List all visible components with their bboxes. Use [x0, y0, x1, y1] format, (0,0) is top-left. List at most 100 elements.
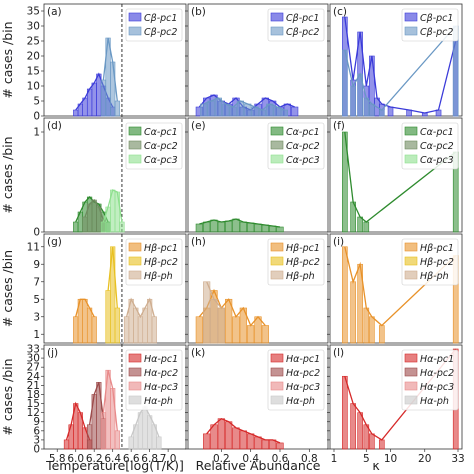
kde-line-Cb_c1: [344, 16, 457, 114]
y-tick-label: 18: [27, 389, 40, 401]
bar-Hb_c1-3: [363, 307, 370, 344]
kde-line-Hb_h: [125, 297, 155, 319]
y-axis-label: # cases /bin: [0, 250, 15, 327]
panel-label: (b): [191, 6, 206, 18]
legend-entry-Ca_c1: Cα-pc1: [286, 127, 320, 138]
kde-line-Hb_c1: [344, 246, 457, 327]
legend-swatch-Ha_c1: [404, 353, 418, 363]
legend-entry-Ca_c3: Cα-pc3: [420, 155, 454, 166]
legend-entry-Hb_h: Hβ-ph: [420, 271, 449, 282]
x-tick-label: 6.8: [141, 453, 158, 465]
bar-Cb_c2-0: [100, 79, 107, 117]
kde-line-Ca_c1: [199, 218, 281, 228]
bar-Hb_h-2: [133, 307, 139, 344]
y-tick-label: 24: [27, 371, 41, 383]
bar-Ha_c2-0: [86, 424, 93, 450]
bar-Hb_c1-5: [378, 325, 385, 344]
y-tick-label: 0: [33, 444, 40, 456]
legend-entry-Ca_c3: Cα-pc3: [286, 155, 320, 166]
bar-Cb_c2-3: [114, 100, 120, 117]
x-tick-label: 6.0: [67, 453, 84, 465]
panel-label: (f): [333, 120, 345, 132]
legend-swatch-Ha_c2: [128, 367, 142, 377]
legend-swatch-Hb_c2: [128, 256, 142, 266]
y-axis-label: # cases /bin: [0, 358, 15, 435]
y-tick-label: 3: [33, 434, 40, 446]
legend-entry-Hb_c2: Hβ-pc2: [420, 257, 454, 268]
x-tick-label: 0.2: [213, 453, 230, 465]
bar-Ca_c1-8: [254, 223, 262, 233]
y-tick-label: 1: [33, 329, 40, 341]
legend-swatch-Ca_c3: [128, 154, 142, 164]
y-tick-label: 7: [33, 276, 40, 288]
legend-swatch-Ca_c1: [404, 126, 418, 136]
bar-Ca_c1-9: [261, 224, 269, 233]
bar-Cb_c1-5: [96, 73, 102, 117]
bar-Cb_c2-8: [258, 109, 267, 117]
legend-entry-Ha_c3: Hα-pc3: [286, 382, 320, 393]
bar-Ca_c3-3: [114, 191, 120, 233]
y-tick-label: 25: [27, 36, 40, 48]
y-tick-label: 10: [27, 81, 40, 93]
x-tick-label: 5.8: [49, 453, 66, 465]
bar-Cb_c2-4: [229, 106, 237, 117]
legend-swatch-Ha_c2: [270, 367, 284, 377]
y-tick-label: 5: [33, 294, 40, 306]
panel-label: (a): [47, 6, 62, 18]
bar-Hb_c1-2: [82, 298, 88, 344]
y-tick-label: 3: [33, 311, 40, 323]
panel-label: (l): [333, 347, 344, 359]
x-tick-label: 33: [451, 453, 464, 465]
kde-line-Ha_c1: [65, 401, 91, 441]
legend-swatch-Ha_h: [404, 395, 418, 405]
kde-line-Hb_c2: [107, 246, 118, 309]
bar-Ha_c1-3: [225, 421, 233, 450]
bar-Ca_c1-4: [225, 220, 233, 233]
bar-Ha_c1-6: [247, 433, 255, 450]
kde-line-Ha_c3: [102, 370, 118, 431]
panel-label: (c): [333, 6, 347, 18]
bar-Cb_c2-1: [207, 100, 215, 117]
bar-Ha_c1-0: [203, 433, 211, 450]
bar-Cb_c2-0: [200, 103, 208, 117]
y-tick-label: 30: [27, 353, 40, 365]
legend-entry-Hb_h: Hβ-ph: [144, 271, 173, 282]
legend-swatch-Ha_c1: [128, 353, 142, 363]
legend-entry-Ca_c3: Cα-pc3: [144, 155, 178, 166]
bar-Ca_c1-3: [217, 221, 225, 233]
y-tick-label: 9: [33, 259, 40, 271]
bar-Hb_h-2: [217, 307, 225, 344]
bar-Ha_c1-8: [261, 439, 269, 450]
legend-entry-Ha_c3: Hα-pc3: [144, 382, 178, 393]
panel-frame-i: [329, 233, 463, 344]
legend-swatch-Ha_c3: [270, 381, 284, 391]
legend-entry-Ha_c2: Hα-pc2: [286, 368, 320, 379]
bar-Hb_h-0: [203, 281, 211, 344]
bar-Hb_c2-2: [114, 307, 120, 344]
bar-Ha_h-0: [128, 436, 134, 450]
kde-line-Cb_c2: [203, 97, 285, 111]
legend-entry-Ca_c1: Cα-pc1: [144, 127, 178, 138]
bar-Ha_c1-5: [378, 439, 385, 450]
x-tick-label: 0.6: [272, 453, 289, 465]
x-tick-label: 6.2: [86, 453, 103, 465]
bar-Hb_c1-3: [86, 307, 93, 344]
legend-swatch-Cb_c1: [404, 12, 418, 22]
panel-label: (g): [47, 236, 62, 248]
legend-swatch-Ha_c2: [404, 367, 418, 377]
kde-line-Hb_c1: [75, 298, 95, 318]
legend-swatch-Hb_c1: [404, 242, 418, 252]
bar-Ha_h-6: [156, 436, 162, 450]
bar-Ca_c1-0: [195, 223, 203, 233]
panel-label: (k): [191, 347, 205, 359]
y-tick-label: 0: [33, 227, 40, 239]
bar-Ca_c1-5: [232, 218, 240, 233]
bar-Hb_c1-7: [247, 325, 255, 344]
legend-swatch-Hb_c1: [270, 242, 284, 252]
x-tick-label: 6.6: [123, 453, 140, 465]
bar-Ha_c1-2: [357, 412, 363, 450]
x-tick-label: 7.0: [160, 453, 177, 465]
legend-swatch-Hb_h: [404, 270, 418, 280]
bar-Ha_c1-4: [232, 427, 240, 450]
